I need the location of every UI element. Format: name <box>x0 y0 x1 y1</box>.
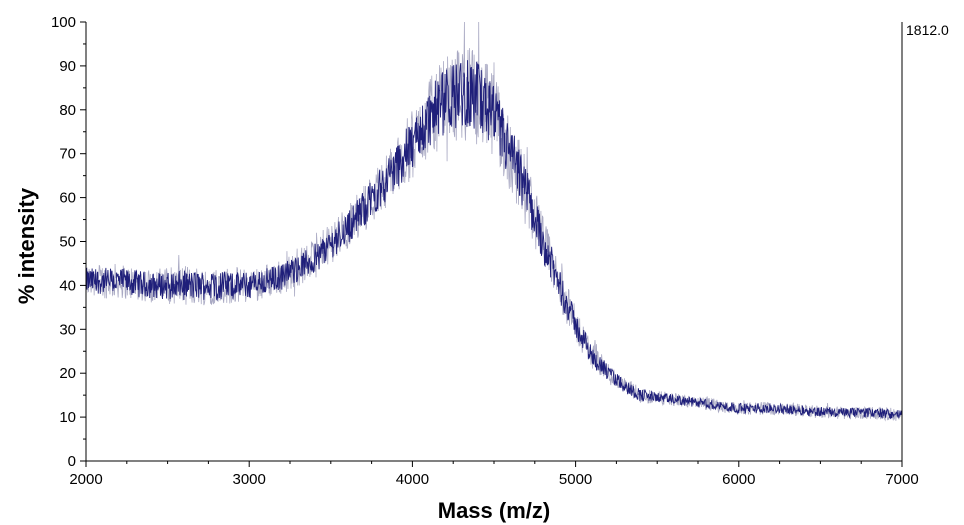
max-intensity-label: 1812.0 <box>906 22 949 38</box>
x-tick-label: 3000 <box>233 471 266 488</box>
spectrum-noise-trace <box>85 21 903 422</box>
y-tick-label: 90 <box>59 58 76 75</box>
axis-labels: 0 10 20 30 40 50 60 70 80 90 100 2000 3000 4000 5000 60… <box>51 14 919 488</box>
y-axis-title: % intensity <box>14 187 39 304</box>
y-tick-label: 0 <box>68 453 76 470</box>
y-tick-label: 100 <box>51 14 76 31</box>
x-tick-label: 5000 <box>559 471 592 488</box>
y-tick-label: 30 <box>59 321 76 338</box>
x-tick-label: 4000 <box>396 471 429 488</box>
spectrum-noise-line <box>85 21 903 422</box>
y-tick-label: 20 <box>59 365 76 382</box>
y-tick-label: 10 <box>59 409 76 426</box>
x-axis-title: Mass (m/z) <box>438 498 550 523</box>
y-tick-label: 60 <box>59 190 76 207</box>
y-tick-label: 70 <box>59 146 76 163</box>
spectrum-trace <box>85 60 903 420</box>
y-tick-label: 80 <box>59 102 76 119</box>
axes <box>80 21 903 467</box>
y-tick-label: 40 <box>59 277 76 294</box>
x-tick-label: 6000 <box>722 471 755 488</box>
x-tick-label: 7000 <box>885 471 918 488</box>
x-tick-label: 2000 <box>69 471 102 488</box>
y-tick-label: 50 <box>59 234 76 251</box>
spectrum-line <box>85 60 903 420</box>
